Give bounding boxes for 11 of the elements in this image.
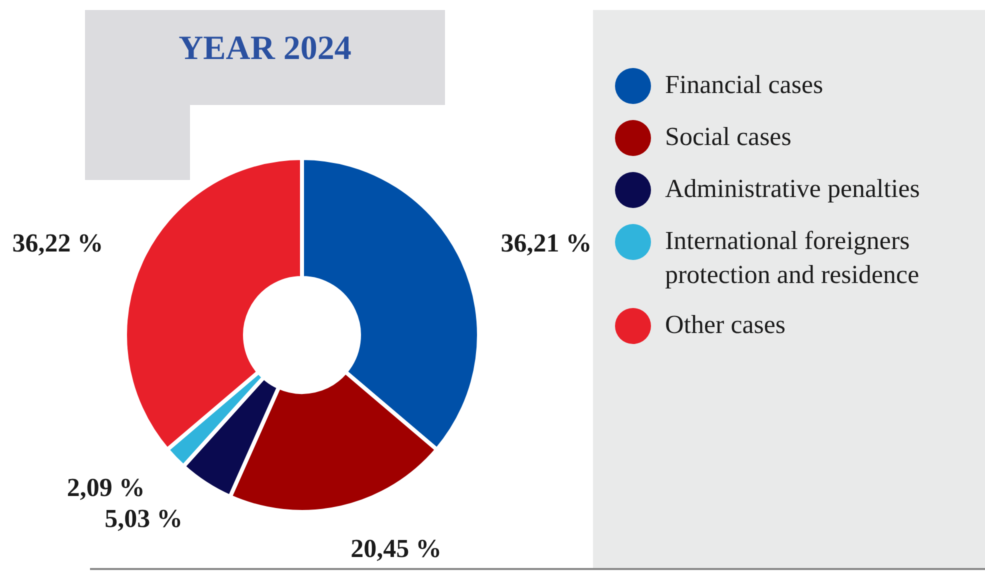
data-label: 36,22 % bbox=[12, 228, 104, 258]
legend-label: Financial cases bbox=[665, 69, 824, 101]
legend-label: Social cases bbox=[665, 121, 792, 153]
data-label: 20,45 % bbox=[350, 534, 442, 564]
legend-label: Administrative penalties bbox=[665, 173, 920, 205]
data-label: 2,09 % bbox=[66, 473, 145, 502]
data-label: 36,21 % bbox=[500, 228, 592, 258]
data-label: 5,03 % bbox=[104, 504, 183, 534]
legend-label: Other cases bbox=[665, 309, 786, 341]
legend-label: International foreigners protection and residence bbox=[665, 225, 920, 291]
text: YEAR 2024 bbox=[178, 30, 352, 68]
